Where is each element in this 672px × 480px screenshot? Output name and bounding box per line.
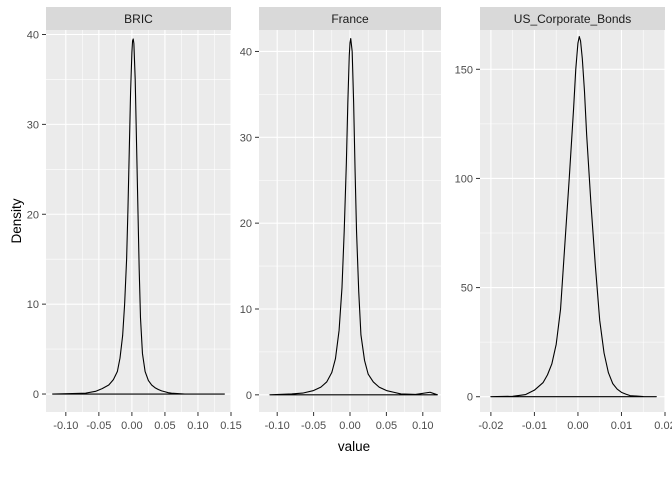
y-tick-label: 30 <box>27 119 39 131</box>
panel-bric: BRIC -0.10 -0.05 0.00 0.05 0.10 0.15 0 10 20 30 40 <box>27 7 242 432</box>
density-curve <box>490 36 657 398</box>
y-tick-label: 30 <box>240 132 252 144</box>
y-tick-label: 100 <box>455 173 473 185</box>
x-tick-label: 0.02 <box>654 420 672 432</box>
facet-title: US_Corporate_Bonds <box>514 12 631 26</box>
y-tick-label: 50 <box>461 283 473 295</box>
y-tick-label: 20 <box>240 218 252 230</box>
x-tick-label: -0.05 <box>301 420 326 432</box>
y-axis-title: Density <box>9 198 24 243</box>
y-tick-label: 40 <box>240 46 252 58</box>
panel-us-corporate-bonds: US_Corporate_Bonds -0.02 -0.01 0.00 0.01 0.02… <box>455 7 672 432</box>
x-tick-label: -0.02 <box>478 420 503 432</box>
chart-panels: BRIC-0.10 -0.05 0.00 0.05 0.10 0.15010203040F… <box>27 7 672 432</box>
x-tick-label: 0.15 <box>220 420 241 432</box>
facet-title: France <box>331 12 369 26</box>
x-tick-label: 0.00 <box>339 420 360 432</box>
y-tick-label: 0 <box>33 389 39 401</box>
y-tick-label: 10 <box>240 304 252 316</box>
y-tick-label: 10 <box>27 299 39 311</box>
x-tick-label: 0.00 <box>121 420 142 432</box>
x-tick-label: -0.10 <box>265 420 290 432</box>
x-tick-label: 0.05 <box>376 420 397 432</box>
facet-title: BRIC <box>124 12 153 26</box>
y-tick-label: 0 <box>467 392 473 404</box>
density-curve <box>52 38 225 395</box>
x-tick-label: 0.01 <box>611 420 632 432</box>
x-tick-label: -0.05 <box>86 420 111 432</box>
y-tick-label: 0 <box>246 390 252 402</box>
x-tick-label: 0.05 <box>154 420 175 432</box>
panel-background <box>480 30 665 412</box>
facet-strip <box>259 7 441 30</box>
y-tick-label: 20 <box>27 209 39 221</box>
x-tick-label: 0.00 <box>567 420 588 432</box>
x-tick-label: 0.10 <box>412 420 433 432</box>
panel-france: France -0.10 -0.05 0.00 0.05 0.10 0 10 20 30 40 <box>240 7 441 432</box>
x-tick-label: -0.01 <box>522 420 547 432</box>
facet-strip <box>46 7 231 30</box>
density-curve <box>269 38 438 396</box>
x-axis-title: value <box>338 439 370 454</box>
y-tick-label: 40 <box>27 29 39 41</box>
x-tick-label: -0.10 <box>53 420 78 432</box>
y-tick-label: 150 <box>455 64 473 76</box>
x-tick-label: 0.10 <box>187 420 208 432</box>
facet-strip <box>480 7 665 30</box>
